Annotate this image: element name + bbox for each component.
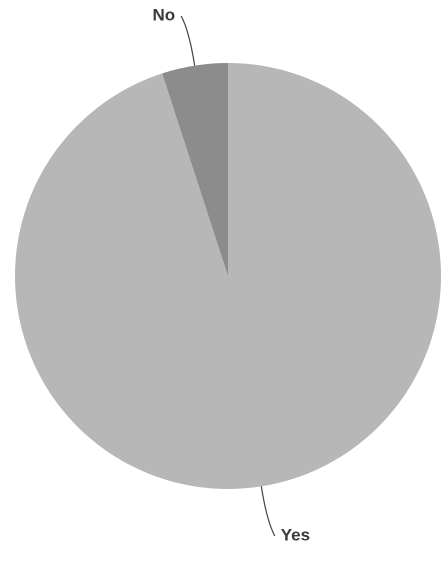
slice-label: Yes [281, 525, 310, 544]
leader-line [260, 486, 276, 537]
pie-slice [15, 63, 442, 489]
leader-line [180, 15, 196, 66]
slice-label: No [153, 6, 176, 25]
pie-slice [162, 63, 228, 276]
